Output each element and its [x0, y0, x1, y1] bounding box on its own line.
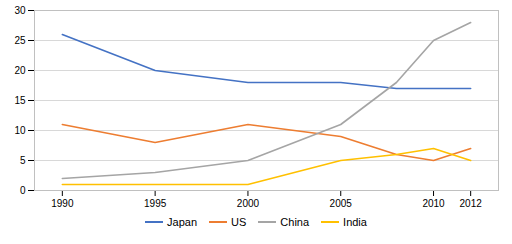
svg-text:2010: 2010 [422, 198, 445, 209]
svg-text:0: 0 [20, 185, 26, 196]
svg-text:30: 30 [14, 5, 26, 16]
svg-text:1995: 1995 [144, 198, 167, 209]
svg-text:2005: 2005 [330, 198, 353, 209]
svg-text:2012: 2012 [460, 198, 483, 209]
html-text:US: US [231, 216, 247, 228]
svg-text:20: 20 [14, 65, 26, 76]
html-text:China: China [280, 216, 310, 228]
svg-text:1990: 1990 [51, 198, 74, 209]
svg-text:5: 5 [20, 155, 26, 166]
svg-text:15: 15 [14, 95, 26, 106]
svg-text:2000: 2000 [237, 198, 260, 209]
svg-text:25: 25 [14, 35, 26, 46]
html-text:Japan: Japan [167, 216, 197, 228]
svg-text:10: 10 [14, 125, 26, 136]
html-text:India: India [343, 216, 367, 228]
